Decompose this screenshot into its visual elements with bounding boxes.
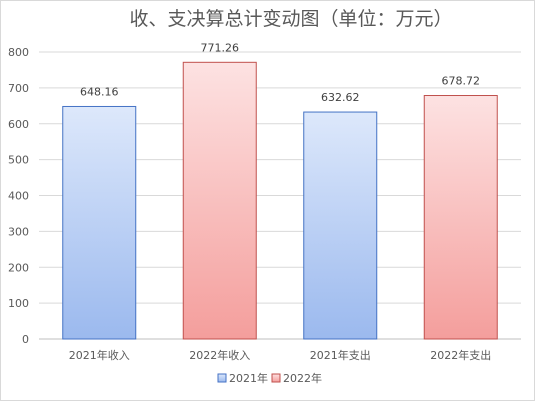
y-tick-label: 100 <box>8 297 29 310</box>
data-label: 771.26 <box>201 41 240 54</box>
legend-label: 2021年 <box>229 371 268 385</box>
x-tick-label: 2021年收入 <box>69 348 130 362</box>
legend-swatch <box>217 373 227 383</box>
y-tick-label: 200 <box>8 261 29 274</box>
legend: 2021年 2022年 <box>217 371 322 385</box>
y-tick-label: 600 <box>8 118 29 131</box>
bar <box>423 95 498 340</box>
y-tick-label: 0 <box>22 333 29 346</box>
x-tick-label: 2022年收入 <box>189 348 250 362</box>
x-tick-label: 2022年支出 <box>430 348 491 362</box>
legend-label: 2022年 <box>283 371 322 385</box>
data-label: 678.72 <box>442 75 481 88</box>
bar <box>182 61 257 340</box>
bar <box>62 105 137 340</box>
data-label: 648.16 <box>80 85 119 98</box>
data-labels: 648.16 771.26 632.62 678.72 <box>80 41 480 104</box>
bars <box>62 61 498 340</box>
y-tick-label: 500 <box>8 154 29 167</box>
bar <box>303 111 378 340</box>
legend-swatch <box>271 373 281 383</box>
data-label: 632.62 <box>321 91 360 104</box>
chart-title: 收、支决算总计变动图（单位：万元） <box>129 8 452 30</box>
x-axis: 2021年收入 2022年收入 2021年支出 2022年支出 <box>69 348 492 362</box>
x-tick-label: 2021年支出 <box>310 348 371 362</box>
y-tick-label: 700 <box>8 82 29 95</box>
y-axis: 0 100 200 300 400 500 600 700 800 <box>8 46 29 346</box>
y-tick-label: 300 <box>8 225 29 238</box>
y-tick-label: 800 <box>8 46 29 59</box>
y-tick-label: 400 <box>8 190 29 203</box>
